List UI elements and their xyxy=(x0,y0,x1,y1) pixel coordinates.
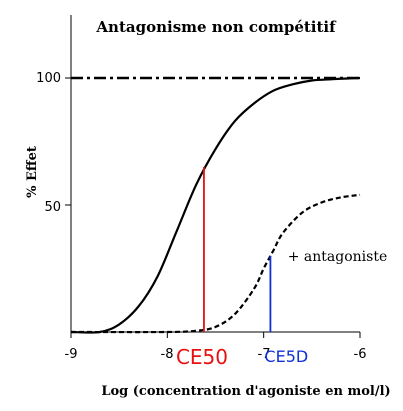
x-axis-label: Log (concentration d'agoniste en mol/l) xyxy=(101,384,390,399)
series-agonist xyxy=(70,76,361,334)
antagonist-annotation: + antagoniste xyxy=(288,249,388,265)
y-tick-label-50: 50 xyxy=(44,200,61,215)
x-tick-label--8: -8 xyxy=(161,347,174,362)
x-tick-label--7: -7 xyxy=(258,347,271,362)
tick-marks xyxy=(65,77,361,338)
ce5d-label: CE5D xyxy=(264,347,308,366)
chart-title: Antagonisme non compétitif xyxy=(95,18,337,36)
y-axis-label: % Effet xyxy=(25,146,40,198)
x-tick-label--6: -6 xyxy=(354,347,367,362)
y-tick-label-100: 100 xyxy=(36,71,61,86)
series-agonist-antagonist xyxy=(70,193,361,334)
ce50-label: CE50 xyxy=(176,345,228,369)
x-tick-label--9: -9 xyxy=(65,347,78,362)
